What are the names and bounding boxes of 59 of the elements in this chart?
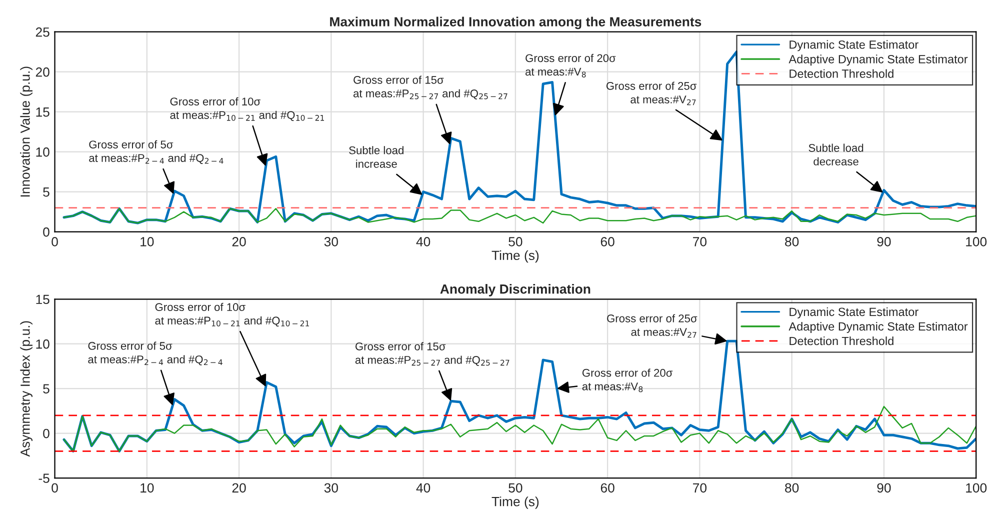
x-tick-label: 20 xyxy=(232,483,246,493)
y-tick-label: 20 xyxy=(36,67,50,77)
x-tick-label: 70 xyxy=(693,237,707,246)
x-axis-title: Time (s) xyxy=(492,496,539,509)
x-tick-label: 50 xyxy=(508,483,522,493)
y-tick-label: 10 xyxy=(36,339,50,349)
annotation: Gross error of 25σ at meas:#V$_{27}$ xyxy=(607,314,698,338)
y-tick-label: 0 xyxy=(43,227,50,237)
annotation: Gross error of 5σ at meas:#P$_{2−4}$ and #Q$_{2−4}$ xyxy=(89,140,224,164)
x-axis-title: Time (s) xyxy=(492,250,539,263)
x-tick-label: 70 xyxy=(693,483,707,493)
legend-label: Dynamic State Estimator xyxy=(790,40,918,52)
x-tick-label: 30 xyxy=(324,483,338,493)
x-tick-label: 0 xyxy=(52,237,58,246)
y-tick-label: 0 xyxy=(43,428,50,438)
x-tick-label: 20 xyxy=(232,237,246,246)
y-tick-label: 10 xyxy=(36,147,50,157)
y-tick-label: 25 xyxy=(36,27,50,37)
annotation: Subtle load increase xyxy=(349,146,404,168)
annotation: Gross error of 20σ at meas:#V$_{8}$ xyxy=(582,368,673,392)
x-tick-label: 90 xyxy=(877,237,891,246)
chart-title: Anomaly Discrimination xyxy=(440,284,590,296)
line-series xyxy=(63,208,976,224)
annotation: Gross error of 5σ at meas:#P$_{2−4}$ and #Q$_{2−4}$ xyxy=(88,342,222,366)
x-tick-label: 100 xyxy=(966,483,987,493)
legend-label: Adaptive Dynamic State Estimator xyxy=(788,322,968,333)
x-tick-label: 100 xyxy=(966,237,987,246)
x-tick-label: 60 xyxy=(600,483,614,493)
y-axis-title: Asymmetry Index (p.u.) xyxy=(20,321,32,457)
y-tick-label: 15 xyxy=(36,108,50,117)
legend-label: Detection Threshold xyxy=(790,336,894,346)
y-tick-label: 15 xyxy=(36,294,50,304)
y-tick-label: -5 xyxy=(38,474,50,483)
line-series xyxy=(63,406,976,452)
annotation: Gross error of 15σ at meas:#P$_{25−27}$ and #Q$_{25−27}$ xyxy=(353,76,508,100)
annotation: Subtle load decrease xyxy=(808,144,864,166)
annotation: Gross error of 25σ at meas:#V$_{27}$ xyxy=(606,82,697,106)
y-tick-label: 5 xyxy=(43,188,50,197)
legend-label: Dynamic State Estimator xyxy=(790,307,918,318)
x-tick-label: 80 xyxy=(785,483,799,493)
annotation: Gross error of 20σ at meas:#V$_{8}$ xyxy=(526,54,616,78)
legend-label: Adaptive Dynamic State Estimator xyxy=(788,54,968,66)
x-tick-label: 90 xyxy=(877,483,891,493)
x-tick-label: 50 xyxy=(508,237,522,246)
chart-title: Maximum Normalized Innovation among the Measurements xyxy=(330,16,702,30)
annotation: Gross error of 15σ at meas:#P$_{25−27}$ and #Q$_{25−27}$ xyxy=(355,342,510,366)
annotation: Gross error of 10σ at meas:#P$_{10−21}$ and #Q$_{10−21}$ xyxy=(170,97,324,121)
x-tick-label: 80 xyxy=(785,237,799,246)
x-tick-label: 10 xyxy=(140,237,154,246)
x-tick-label: 30 xyxy=(324,237,338,246)
x-tick-label: 10 xyxy=(140,483,154,493)
x-tick-label: 0 xyxy=(52,483,58,493)
legend-label: Detection Threshold xyxy=(790,69,894,78)
x-tick-label: 40 xyxy=(416,237,430,246)
x-tick-label: 40 xyxy=(416,483,430,493)
x-tick-label: 60 xyxy=(600,237,614,246)
annotation: Gross error of 10σ at meas:#P$_{10−21}$ and #Q$_{10−21}$ xyxy=(155,302,309,327)
y-tick-label: 5 xyxy=(43,384,50,394)
y-axis-title: Innovation Value (p.u.) xyxy=(20,66,32,197)
